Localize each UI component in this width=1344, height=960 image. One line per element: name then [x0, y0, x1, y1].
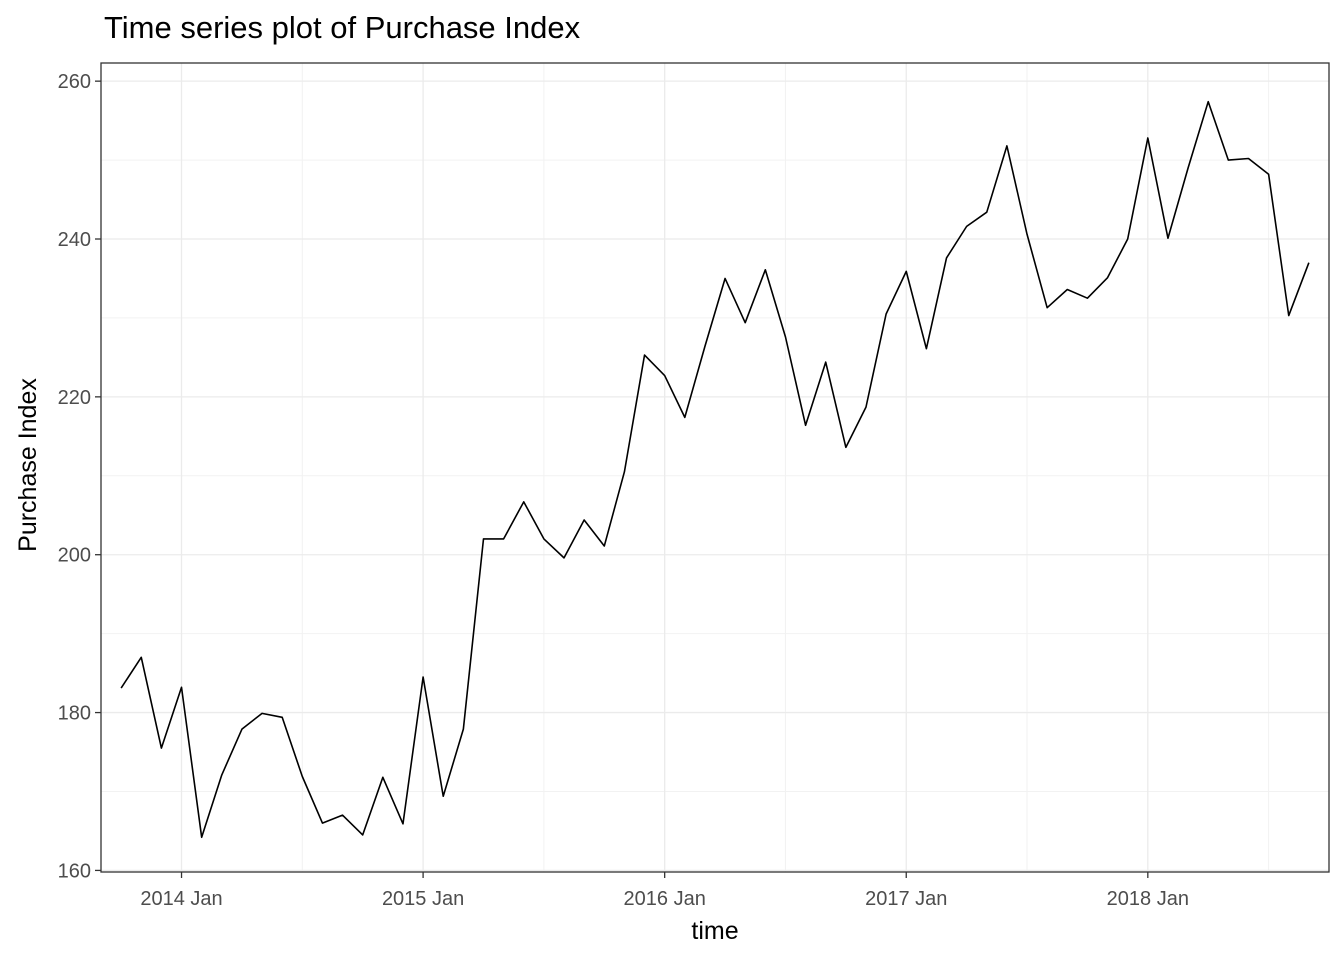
series-layer — [120, 100, 1310, 839]
y-tick-label: 220 — [58, 387, 91, 409]
chart-title: Time series plot of Purchase Index — [104, 10, 581, 45]
y-axis: 160 180 200 220 240 260 — [58, 71, 101, 882]
major-gridlines — [101, 63, 1329, 872]
x-tick-label: 2018 Jan — [1107, 888, 1189, 910]
x-tick-label: 2015 Jan — [382, 888, 464, 910]
y-tick-label: 240 — [58, 229, 91, 251]
x-tick-label: 2014 Jan — [140, 888, 222, 910]
y-tick-label: 160 — [58, 860, 91, 882]
plot-panel-border — [100, 62, 1330, 873]
x-tick-label: 2016 Jan — [624, 888, 706, 910]
y-tick-label: 200 — [58, 545, 91, 567]
minor-gridlines — [101, 63, 1329, 872]
x-tick-label: 2017 Jan — [865, 888, 947, 910]
series-line — [120, 100, 1310, 839]
y-axis-title: Purchase Index — [14, 378, 42, 552]
y-tick-label: 180 — [58, 703, 91, 725]
x-axis-title: time — [691, 917, 738, 945]
y-tick-label: 260 — [58, 71, 91, 93]
x-axis: 2014 Jan 2015 Jan 2016 Jan 2017 Jan 2018 Jan — [140, 872, 1189, 910]
